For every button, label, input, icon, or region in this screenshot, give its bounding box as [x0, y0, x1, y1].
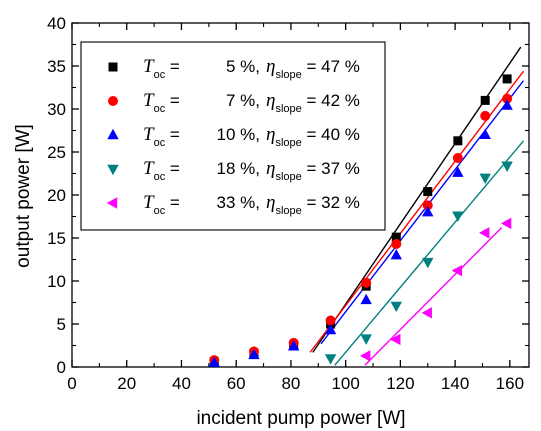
legend-marker-1 — [108, 62, 118, 72]
data-point-series-2 — [325, 315, 336, 326]
data-point-series-3 — [390, 249, 402, 260]
data-point-series-2 — [480, 110, 491, 121]
legend-label-2: Toc = — [143, 90, 180, 115]
y-tick-label: 35 — [47, 57, 66, 76]
data-point-series-4 — [479, 173, 491, 184]
data-points — [208, 74, 513, 367]
data-point-series-5 — [479, 227, 490, 239]
data-point-series-2 — [502, 93, 513, 104]
legend-value-4: 18 %, — [217, 159, 260, 178]
data-point-series-3 — [208, 356, 220, 367]
data-point-series-3 — [324, 323, 337, 335]
y-tick-label: 30 — [47, 100, 66, 119]
x-tick-label: 140 — [441, 374, 469, 393]
data-point-series-3 — [360, 293, 372, 305]
legend-label-4: Toc = — [143, 158, 180, 183]
data-point-series-3 — [287, 340, 300, 351]
data-point-series-1 — [423, 187, 433, 197]
data-point-series-3 — [248, 348, 260, 360]
data-point-series-1 — [391, 232, 401, 242]
data-point-series-5 — [390, 333, 401, 346]
legend-eta-3: ηslope = 40 % — [266, 124, 360, 149]
x-tick-label: 0 — [67, 374, 76, 393]
x-tick-label: 100 — [331, 374, 359, 393]
data-point-series-5 — [500, 217, 512, 230]
legend-value-1: 5 %, — [226, 57, 260, 76]
fit-line-series-3 — [320, 80, 525, 345]
x-tick-label: 120 — [386, 374, 414, 393]
legend-label-5: Toc = — [143, 192, 180, 217]
data-point-series-1 — [480, 95, 490, 105]
data-point-series-2 — [422, 200, 433, 211]
legend-marker-4 — [107, 164, 119, 176]
x-tick-label: 20 — [117, 374, 136, 393]
data-point-series-2 — [361, 277, 372, 288]
legend-marker-3 — [107, 128, 119, 140]
data-point-series-4 — [452, 211, 464, 222]
fit-line-series-4 — [334, 140, 525, 366]
data-point-series-3 — [422, 206, 434, 217]
data-point-series-2 — [452, 153, 463, 164]
y-tick-label: 10 — [47, 272, 66, 291]
data-point-series-2 — [391, 239, 402, 250]
x-tick-label: 80 — [281, 374, 300, 393]
legend-marker-2 — [108, 96, 118, 106]
y-tick-label: 0 — [57, 358, 66, 377]
data-point-series-3 — [452, 166, 464, 177]
axes-layer: 0 20 40 60 80 100 120 140 160 0 5 10 15 20 25 30 35 40 — [47, 14, 530, 393]
y-tick-label: 5 — [57, 315, 66, 334]
data-point-series-4 — [324, 354, 337, 365]
legend-marker-5 — [106, 197, 118, 209]
data-point-series-5 — [451, 264, 463, 277]
data-point-series-3 — [479, 128, 491, 139]
y-tick-label: 25 — [47, 143, 66, 162]
data-point-series-4 — [360, 334, 372, 345]
x-tick-label: 60 — [227, 374, 246, 393]
legend-eta-4: ηslope = 37 % — [266, 158, 360, 183]
legend-value-5: 33 %, — [217, 193, 260, 212]
legend-value-2: 7 %, — [226, 91, 260, 110]
y-tick-label: 40 — [47, 14, 66, 33]
y-axis-title: output power [W] — [13, 124, 34, 268]
data-point-series-5 — [359, 350, 371, 362]
legend-box — [80, 41, 386, 231]
legend-label-1: Toc = — [143, 56, 180, 81]
data-point-series-1 — [453, 136, 463, 146]
data-point-series-4 — [501, 161, 513, 172]
x-tick-label: 40 — [172, 374, 191, 393]
fit-line-series-5 — [364, 227, 503, 366]
legend: Toc = 5 %, ηslope = 47 % Toc = 7 %, ηslope = … — [80, 41, 386, 231]
y-tick-label: 15 — [47, 229, 66, 248]
legend-eta-5: ηslope = 32 % — [266, 192, 360, 217]
legend-value-3: 10 %, — [217, 125, 260, 144]
legend-label-3: Toc = — [143, 124, 180, 149]
data-point-series-3 — [501, 99, 513, 110]
legend-eta-2: ηslope = 42 % — [266, 90, 360, 115]
data-point-series-1 — [502, 74, 512, 84]
x-axis-title: incident pump power [W] — [196, 408, 405, 429]
y-tick-label: 20 — [47, 186, 66, 205]
data-point-series-4 — [422, 257, 434, 269]
legend-eta-1: ηslope = 47 % — [266, 56, 360, 81]
data-point-series-5 — [421, 307, 432, 319]
x-tick-label: 160 — [496, 374, 524, 393]
data-point-series-4 — [390, 301, 402, 313]
